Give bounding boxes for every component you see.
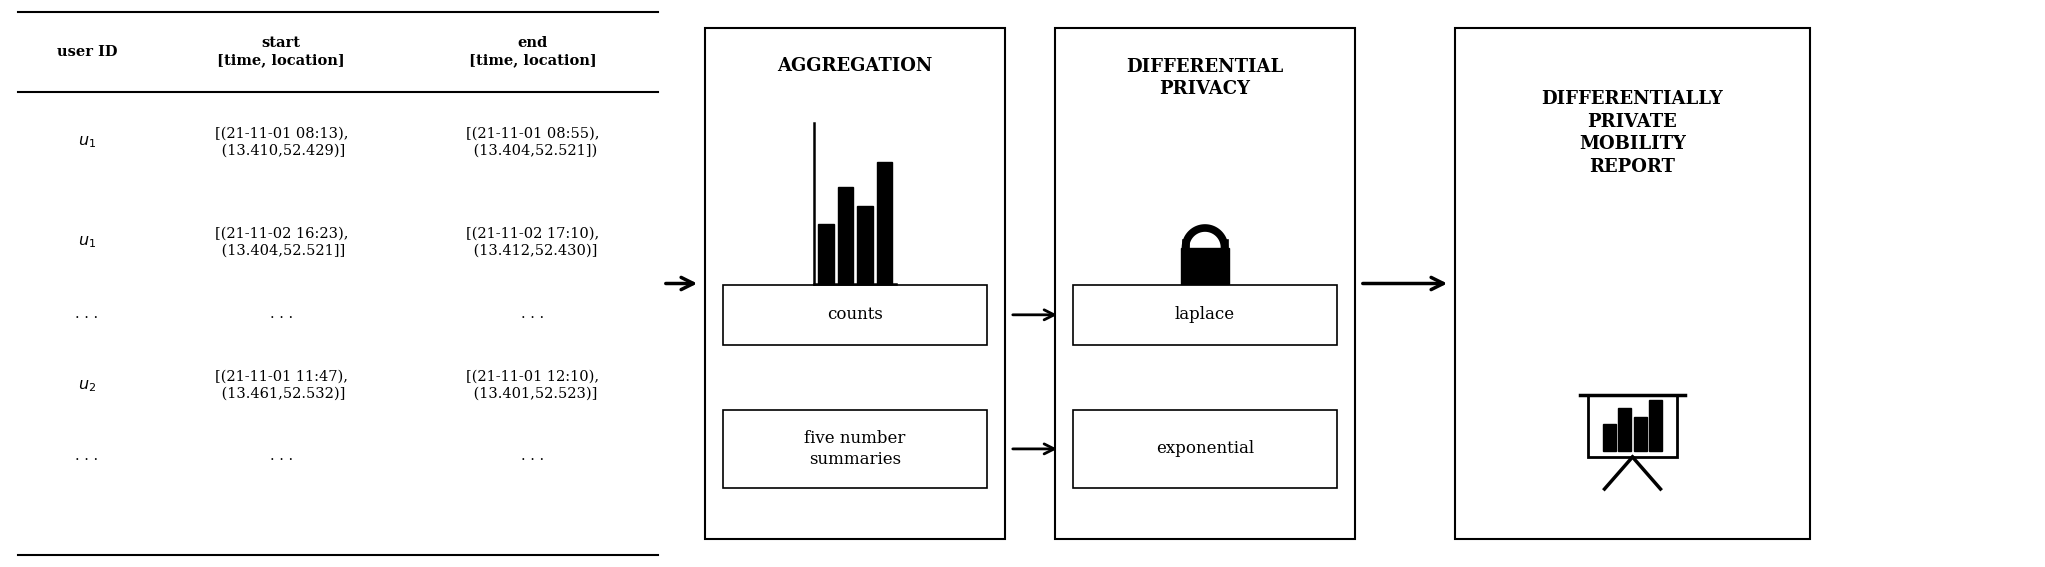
Text: AGGREGATION: AGGREGATION <box>777 57 933 75</box>
Bar <box>1587 395 1677 457</box>
Bar <box>1634 417 1646 451</box>
Bar <box>818 225 834 284</box>
Text: start
[time, location]: start [time, location] <box>217 36 346 67</box>
Text: $u_1$: $u_1$ <box>78 234 96 251</box>
Text: DIFFERENTIAL
PRIVACY: DIFFERENTIAL PRIVACY <box>1127 58 1284 98</box>
Bar <box>724 285 988 345</box>
Bar <box>706 28 1004 539</box>
Text: . . .: . . . <box>76 307 98 320</box>
Text: . . .: . . . <box>270 307 292 320</box>
Text: [(21-11-02 16:23),
 (13.404,52.521]]: [(21-11-02 16:23), (13.404,52.521]] <box>215 226 348 257</box>
Bar <box>1182 248 1229 284</box>
Text: laplace: laplace <box>1176 306 1235 323</box>
Text: [(21-11-01 08:55),
 (13.404,52.521]): [(21-11-01 08:55), (13.404,52.521]) <box>466 126 599 158</box>
Text: [(21-11-01 12:10),
 (13.401,52.523)]: [(21-11-01 12:10), (13.401,52.523)] <box>466 369 599 401</box>
Text: DIFFERENTIALLY
PRIVATE
MOBILITY
REPORT: DIFFERENTIALLY PRIVATE MOBILITY REPORT <box>1542 90 1724 176</box>
Text: . . .: . . . <box>270 450 292 463</box>
Text: $u_2$: $u_2$ <box>78 376 96 393</box>
Bar <box>724 410 988 488</box>
Bar <box>1603 424 1616 451</box>
Bar <box>1074 410 1337 488</box>
Bar <box>1648 400 1663 451</box>
Text: user ID: user ID <box>57 45 117 59</box>
Text: [(21-11-01 08:13),
 (13.410,52.429)]: [(21-11-01 08:13), (13.410,52.429)] <box>215 126 348 158</box>
Bar <box>1055 28 1356 539</box>
Bar <box>1454 28 1810 539</box>
Text: . . .: . . . <box>521 450 544 463</box>
Text: [(21-11-01 11:47),
 (13.461,52.532)]: [(21-11-01 11:47), (13.461,52.532)] <box>215 369 348 401</box>
Text: . . .: . . . <box>521 307 544 320</box>
Text: counts: counts <box>826 306 883 323</box>
Bar <box>877 162 892 284</box>
Text: end
[time, location]: end [time, location] <box>468 36 597 67</box>
Bar <box>1618 408 1632 451</box>
Text: . . .: . . . <box>76 450 98 463</box>
Bar <box>838 187 853 284</box>
Bar <box>857 206 873 284</box>
Bar <box>1074 285 1337 345</box>
Text: five number
summaries: five number summaries <box>804 430 906 468</box>
Text: exponential: exponential <box>1155 441 1254 458</box>
Text: $u_1$: $u_1$ <box>78 133 96 150</box>
Text: [(21-11-02 17:10),
 (13.412,52.430)]: [(21-11-02 17:10), (13.412,52.430)] <box>466 226 599 257</box>
